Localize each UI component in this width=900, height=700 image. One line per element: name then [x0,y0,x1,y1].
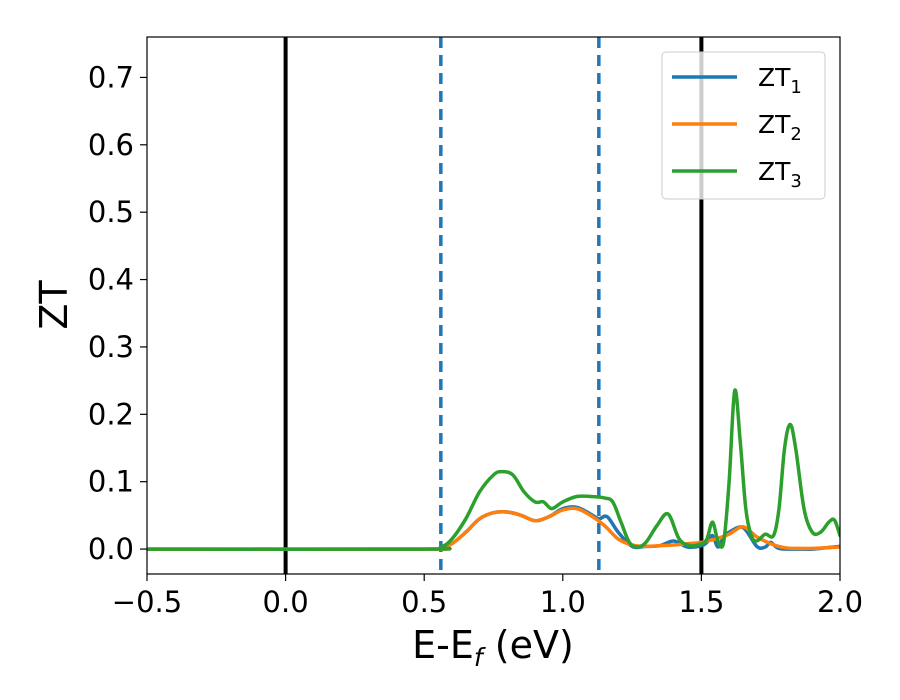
y-tick-label: 0.2 [88,397,134,431]
legend: ZT1 ZT2 ZT3 [661,51,826,200]
plot-frame [146,36,841,575]
x-tick-label: 0.0 [263,585,309,619]
y-tick-label: 0.6 [88,128,134,162]
legend-box [661,51,826,200]
x-axis: −0.5 0.0 0.5 1.0 1.5 2.0 [112,574,863,619]
series-layer [147,388,840,551]
y-tick-label: 0.3 [88,330,134,364]
y-tick-label: 0.4 [88,263,134,297]
y-tick-label: 0.7 [88,60,134,94]
legend-label-zt3: ZT3 [758,157,802,192]
x-tick-label: −0.5 [112,585,182,619]
y-axis-title: ZT [32,280,76,330]
series-line-zt3 [147,388,840,551]
x-tick-label: 0.5 [401,585,447,619]
y-tick-label: 0.5 [88,195,134,229]
x-tick-label: 1.5 [678,585,724,619]
x-axis-title: E-Ef (eV) [412,623,574,672]
series-line-zt2 [147,506,840,551]
legend-label-zt2: ZT2 [758,110,802,145]
y-axis: 0.0 0.1 0.2 0.3 0.4 0.5 0.6 0.7 [88,60,147,566]
y-tick-label: 0.0 [88,532,134,566]
legend-label-zt1: ZT1 [758,63,802,98]
y-tick-label: 0.1 [88,465,134,499]
x-tick-label: 1.0 [540,585,586,619]
x-tick-label: 2.0 [817,585,863,619]
